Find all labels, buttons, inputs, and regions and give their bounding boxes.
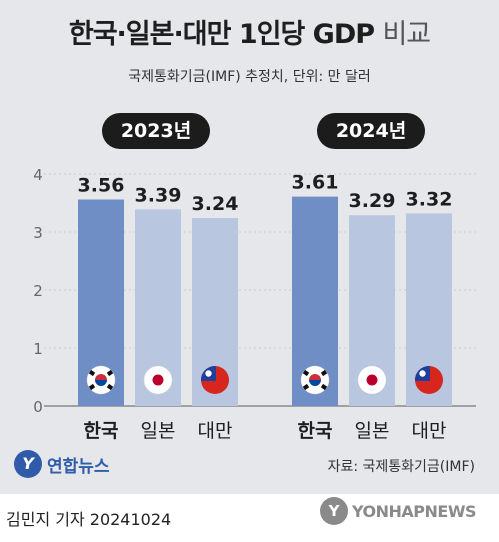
title-main: 한국·일본·대만 1인당 GDP <box>68 19 383 50</box>
chart-title: 한국·일본·대만 1인당 GDP 비교 <box>0 12 499 51</box>
category-label: 한국 <box>84 420 119 442</box>
data-label: 3.56 <box>78 175 125 197</box>
japan-flag-icon <box>143 365 173 395</box>
agency-name: YONHAPNEWS <box>352 501 477 521</box>
data-label: 3.24 <box>192 193 239 215</box>
agency-watermark: Y YONHAPNEWS <box>320 497 477 525</box>
bar-chart: 0 1 2 3 4 3.56 한국 3.39 일본 3.24 대만 3.61 한국 3.29 일본 3.32 대… <box>33 166 476 442</box>
korea-flag-icon <box>86 365 116 395</box>
korea-flag-icon <box>300 365 330 395</box>
source-note: 자료: 국제통화기금(IMF) <box>327 459 475 475</box>
category-label: 일본 <box>355 420 390 442</box>
y-tick-label: 4 <box>33 166 43 184</box>
chart-subtitle: 국제통화기금(IMF) 추정치, 단위: 만 달러 <box>128 69 371 85</box>
data-label: 3.29 <box>349 190 396 212</box>
taiwan-flag-icon <box>415 366 443 394</box>
data-label: 3.39 <box>135 184 182 206</box>
byline: 김민지 기자 20241024 <box>6 510 172 529</box>
y-tick-label: 2 <box>33 282 43 300</box>
y-tick-label: 3 <box>33 224 43 242</box>
year-badge-2024: 2024년 <box>317 113 425 149</box>
publisher-name: 연합뉴스 <box>47 456 110 477</box>
data-label: 3.61 <box>292 172 339 194</box>
y-tick-label: 0 <box>33 398 43 416</box>
agency-logo-icon: Y <box>320 497 348 525</box>
year-badge-2023: 2023년 <box>102 113 210 149</box>
y-tick-label: 1 <box>33 340 43 358</box>
taiwan-flag-icon <box>201 366 229 394</box>
category-label: 대만 <box>198 420 233 442</box>
category-label: 대만 <box>412 420 447 442</box>
category-label: 일본 <box>141 420 176 442</box>
category-label: 한국 <box>298 420 333 442</box>
publisher-logo-icon: Y <box>14 450 42 478</box>
title-suffix: 비교 <box>382 19 431 50</box>
publisher-logo: Y 연합뉴스 <box>14 450 110 478</box>
japan-flag-icon <box>357 365 387 395</box>
data-label: 3.32 <box>406 188 453 210</box>
